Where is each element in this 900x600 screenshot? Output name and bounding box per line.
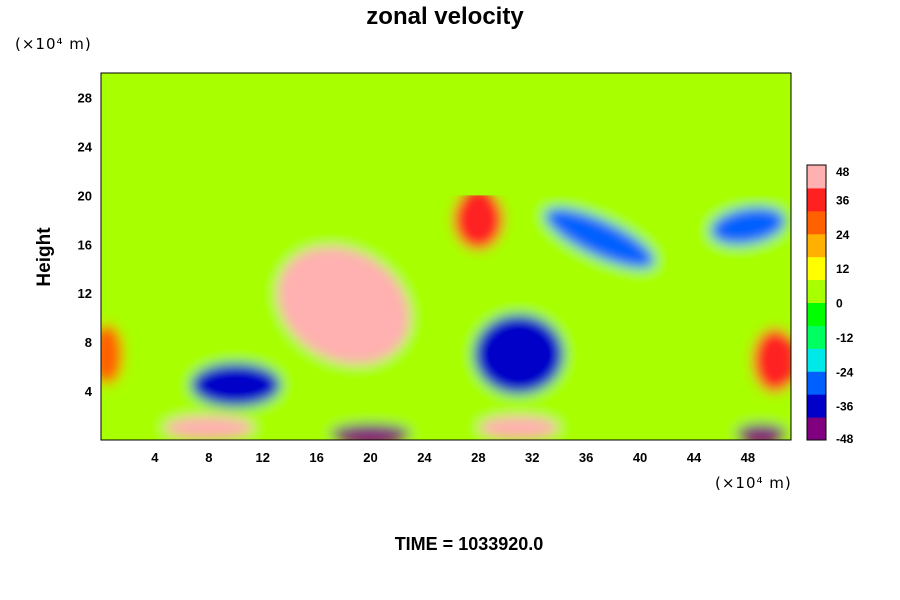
x-tick-label: 12 (255, 450, 269, 465)
y-tick-label: 12 (78, 286, 92, 301)
field-feature-core-mark (306, 272, 381, 338)
field-feature-core-mark (496, 421, 541, 435)
x-tick-label: 40 (633, 450, 647, 465)
colorbar-tick-label: 24 (836, 228, 850, 242)
plot-area (101, 73, 791, 440)
x-tick-labels: 4 8 12 16 20 24 28 32 36 40 44 48 (151, 450, 755, 465)
y-tick-labels: 4 8 12 16 20 24 28 (78, 90, 93, 399)
upper-layer-mark (101, 73, 791, 196)
colorbar-swatch (807, 325, 826, 349)
colorbar-swatch (807, 302, 826, 326)
colorbar-tick-label: -48 (836, 432, 854, 446)
field-feature-mark (473, 314, 564, 395)
plot-frame (100, 72, 792, 441)
field-feature-core-mark (184, 421, 234, 435)
colorbar-swatch (807, 210, 826, 235)
field-feature-core-mark (348, 428, 393, 440)
y-tick-label: 16 (78, 237, 92, 252)
y-tick-label: 28 (78, 90, 92, 105)
y-tick-label: 20 (78, 188, 92, 203)
field-feature-mark (101, 324, 123, 385)
field-feature-mark (710, 207, 786, 245)
colorbar-tick-label: -12 (836, 331, 854, 345)
colorbar-swatch (807, 165, 826, 189)
y-unit-label: (×10⁴ m) (15, 35, 92, 53)
x-tick-label: 8 (205, 450, 212, 465)
x-tick-label: 48 (741, 450, 755, 465)
colorbar-tick-label: -36 (836, 400, 854, 414)
colorbar-swatch (807, 417, 826, 441)
x-tick-label: 4 (151, 450, 159, 465)
field-feature-core-mark (747, 428, 776, 440)
field-feature-mark (544, 207, 655, 269)
x-tick-label: 32 (525, 450, 539, 465)
colorbar-swatch (807, 279, 826, 303)
colorbar-tick-label: 48 (836, 165, 850, 179)
field-feature-mark (752, 328, 791, 393)
colorbar-swatch (807, 371, 826, 395)
field-feature-mark (190, 362, 281, 407)
chart-title: zonal velocity (366, 3, 524, 30)
time-label: TIME = 1033920.0 (395, 534, 544, 554)
x-tick-label: 36 (579, 450, 593, 465)
x-tick-label: 28 (471, 450, 485, 465)
colorbar-frame (806, 164, 827, 441)
colorbar-swatch (807, 187, 826, 212)
colorbar-tick-label: 0 (836, 297, 843, 311)
colorbar-tick-label: 36 (836, 193, 850, 207)
y-axis-label: Height (34, 227, 55, 287)
colorbar-tick-label: -24 (836, 365, 854, 379)
x-tick-label: 24 (417, 450, 432, 465)
colorbar (806, 164, 827, 441)
colorbar-swatch (807, 233, 826, 258)
field-feature-mark (453, 189, 504, 250)
colorbar-swatch (807, 256, 826, 281)
x-unit-label: (×10⁴ m) (715, 474, 792, 492)
x-tick-label: 44 (687, 450, 702, 465)
colorbar-swatch (807, 394, 826, 418)
y-tick-label: 24 (78, 139, 93, 154)
colorbar-tick-labels: 48 36 24 12 0 -12 -24 -36 -48 (836, 165, 854, 446)
y-tick-label: 8 (85, 335, 92, 350)
velocity-field (101, 189, 791, 440)
x-tick-label: 16 (309, 450, 323, 465)
y-tick-label: 4 (85, 384, 93, 399)
x-tick-label: 20 (363, 450, 377, 465)
lower-layer-mark (101, 195, 791, 440)
colorbar-swatch (807, 348, 826, 372)
colorbar-tick-label: 12 (836, 262, 850, 276)
